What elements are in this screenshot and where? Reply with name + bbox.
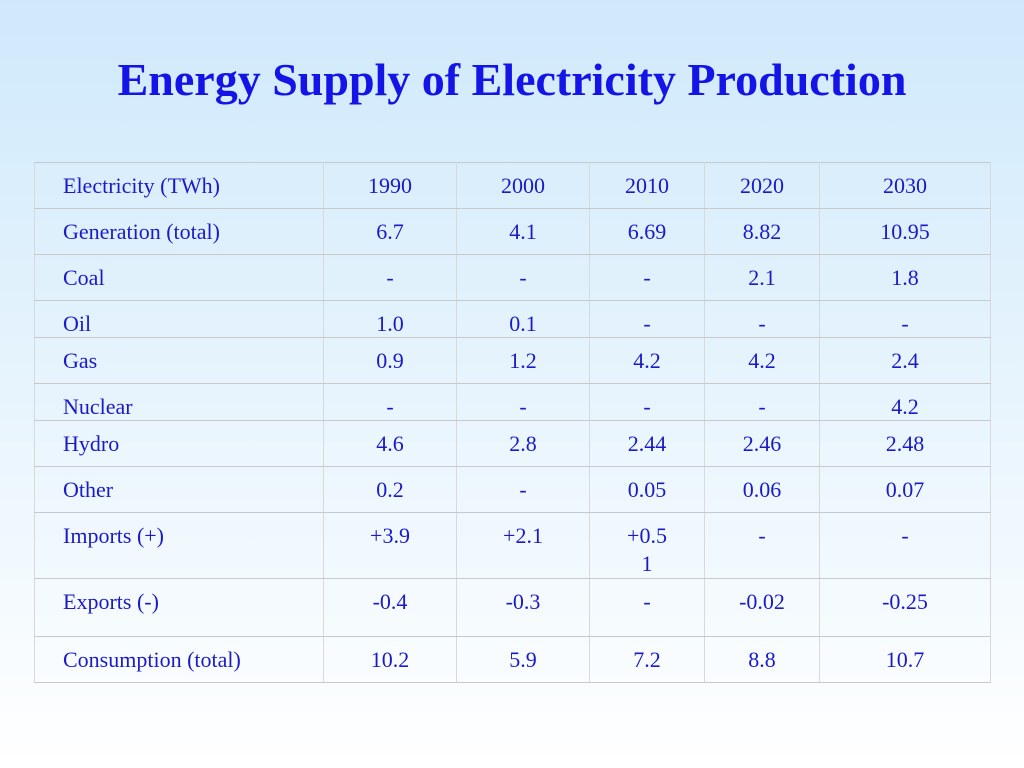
table-cell: 2.48 xyxy=(819,420,991,467)
table-cell: 1.0 xyxy=(323,300,457,338)
table-cell: - xyxy=(589,300,705,338)
table-cell: 6.7 xyxy=(323,208,457,255)
header-cell: 2010 xyxy=(589,162,705,209)
table-cell: 0.9 xyxy=(323,337,457,384)
table-row: Gas 0.9 1.2 4.2 4.2 2.4 xyxy=(34,337,991,384)
table-row: Generation (total) 6.7 4.1 6.69 8.82 10.… xyxy=(34,208,991,255)
table-cell: - xyxy=(589,578,705,637)
table-cell: -0.02 xyxy=(704,578,820,637)
table-cell: 8.8 xyxy=(704,636,820,683)
table-cell: 5.9 xyxy=(456,636,590,683)
header-cell: 1990 xyxy=(323,162,457,209)
table-cell: 1.2 xyxy=(456,337,590,384)
table-cell: -0.4 xyxy=(323,578,457,637)
table-cell: 8.82 xyxy=(704,208,820,255)
table-cell: 10.2 xyxy=(323,636,457,683)
table-row: Coal - - - 2.1 1.8 xyxy=(34,254,991,301)
table-cell: 10.95 xyxy=(819,208,991,255)
table-cell: - xyxy=(456,466,590,513)
table-cell: 0.06 xyxy=(704,466,820,513)
table-cell: 0.1 xyxy=(456,300,590,338)
table-cell: 4.6 xyxy=(323,420,457,467)
table-cell: -0.3 xyxy=(456,578,590,637)
table-cell: 10.7 xyxy=(819,636,991,683)
table-cell: 2.4 xyxy=(819,337,991,384)
table-cell: 7.2 xyxy=(589,636,705,683)
table-cell: - xyxy=(323,254,457,301)
table-row: Other 0.2 - 0.05 0.06 0.07 xyxy=(34,466,991,513)
row-label: Hydro xyxy=(34,420,324,467)
table-cell: - xyxy=(704,383,820,421)
table-header-row: Electricity (TWh) 1990 2000 2010 2020 20… xyxy=(34,162,991,209)
row-label: Nuclear xyxy=(34,383,324,421)
table-cell: 4.2 xyxy=(589,337,705,384)
table-cell: +0.5 1 xyxy=(589,512,705,579)
table-row: Oil 1.0 0.1 - - - xyxy=(34,300,991,338)
table-cell: - xyxy=(323,383,457,421)
table-cell: 2.46 xyxy=(704,420,820,467)
header-cell: 2030 xyxy=(819,162,991,209)
row-label: Coal xyxy=(34,254,324,301)
table-cell: 2.8 xyxy=(456,420,590,467)
header-cell: 2020 xyxy=(704,162,820,209)
table-cell: - xyxy=(819,300,991,338)
table-cell: 0.05 xyxy=(589,466,705,513)
table-cell: 6.69 xyxy=(589,208,705,255)
table-cell: +2.1 xyxy=(456,512,590,579)
table-cell: - xyxy=(704,300,820,338)
table-cell: 2.44 xyxy=(589,420,705,467)
table-cell: 4.2 xyxy=(704,337,820,384)
table-cell: 0.2 xyxy=(323,466,457,513)
row-label: Gas xyxy=(34,337,324,384)
table-cell: 4.2 xyxy=(819,383,991,421)
table-cell: 2.1 xyxy=(704,254,820,301)
table-row: Hydro 4.6 2.8 2.44 2.46 2.48 xyxy=(34,420,991,467)
table-cell: 4.1 xyxy=(456,208,590,255)
row-label: Consumption (total) xyxy=(34,636,324,683)
row-label: Generation (total) xyxy=(34,208,324,255)
table-cell: 0.07 xyxy=(819,466,991,513)
table-cell: 1.8 xyxy=(819,254,991,301)
electricity-table-container: Electricity (TWh) 1990 2000 2010 2020 20… xyxy=(34,162,991,683)
table-row: Imports (+) +3.9 +2.1 +0.5 1 - - xyxy=(34,512,991,579)
table-row: Consumption (total) 10.2 5.9 7.2 8.8 10.… xyxy=(34,636,991,683)
row-label: Other xyxy=(34,466,324,513)
row-label: Imports (+) xyxy=(34,512,324,579)
table-cell: - xyxy=(819,512,991,579)
electricity-table: Electricity (TWh) 1990 2000 2010 2020 20… xyxy=(34,162,991,683)
table-cell: -0.25 xyxy=(819,578,991,637)
header-cell: Electricity (TWh) xyxy=(34,162,324,209)
table-cell: - xyxy=(589,383,705,421)
header-cell: 2000 xyxy=(456,162,590,209)
row-label: Oil xyxy=(34,300,324,338)
table-cell: - xyxy=(704,512,820,579)
table-cell: - xyxy=(589,254,705,301)
slide-title: Energy Supply of Electricity Production xyxy=(117,54,907,105)
table-cell: +3.9 xyxy=(323,512,457,579)
table-row: Exports (-) -0.4 -0.3 - -0.02 -0.25 xyxy=(34,578,991,637)
table-row: Nuclear - - - - 4.2 xyxy=(34,383,991,421)
row-label: Exports (-) xyxy=(34,578,324,637)
table-cell: - xyxy=(456,383,590,421)
table-cell: - xyxy=(456,254,590,301)
